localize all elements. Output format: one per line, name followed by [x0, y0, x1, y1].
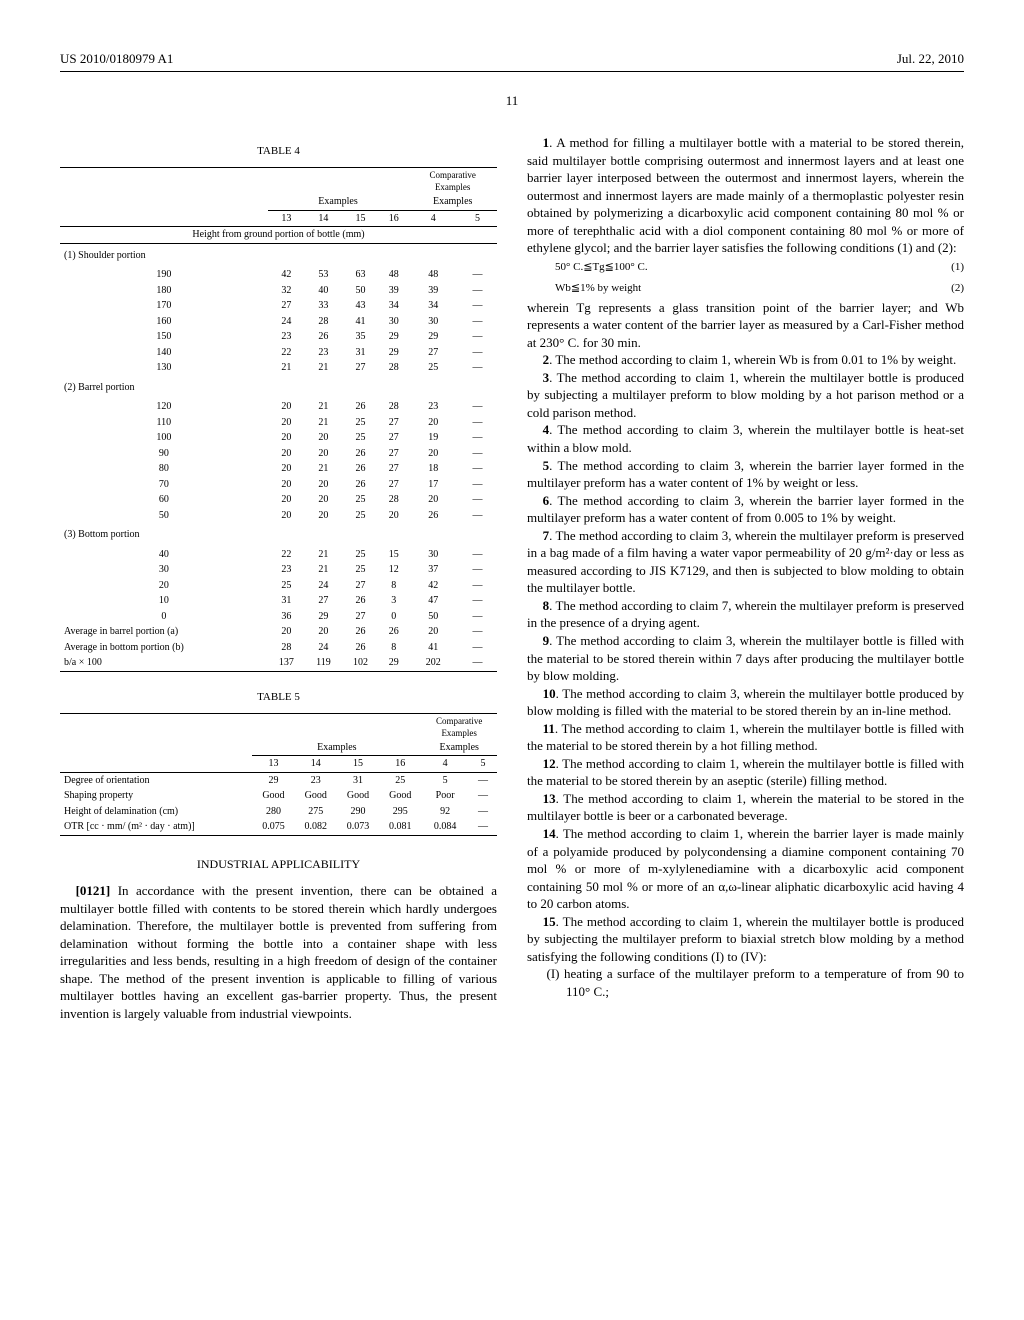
table-4: ComparativeExamplesExamplesExamples13141…: [60, 167, 497, 674]
claim-8: 8. The method according to claim 7, wher…: [527, 597, 964, 632]
claim-1-post: wherein Tg represents a glass transition…: [527, 299, 964, 352]
claim-4: 4. The method according to claim 3, wher…: [527, 421, 964, 456]
claim-15-cond-I: (I) heating a surface of the multilayer …: [527, 965, 964, 1000]
publication-date: Jul. 22, 2010: [897, 50, 964, 68]
claim-2: 2. The method according to claim 1, wher…: [527, 351, 964, 369]
page-header: US 2010/0180979 A1 Jul. 22, 2010: [60, 50, 964, 72]
page-number: 11: [60, 92, 964, 110]
claim-13: 13. The method according to claim 1, whe…: [527, 790, 964, 825]
eq1-num: (1): [951, 260, 964, 275]
eq2-lhs: Wb≦1% by weight: [555, 281, 641, 296]
eq1-lhs: 50° C.≦Tg≦100° C.: [555, 260, 648, 275]
claim-1-pre-text: A method for filling a multilayer bottle…: [527, 135, 964, 255]
claim-12: 12. The method according to claim 1, whe…: [527, 755, 964, 790]
table-5: ComparativeExamplesExamplesExamples13141…: [60, 713, 497, 838]
para-0121-label: [0121]: [76, 883, 111, 898]
table-4-block: TABLE 4 ComparativeExamplesExamplesExamp…: [60, 144, 497, 674]
claim-9: 9. The method according to claim 3, wher…: [527, 632, 964, 685]
claim-11: 11. The method according to claim 1, whe…: [527, 720, 964, 755]
industrial-heading: INDUSTRIAL APPLICABILITY: [60, 856, 497, 872]
table-4-title: TABLE 4: [60, 144, 497, 159]
claim-6: 6. The method according to claim 3, wher…: [527, 492, 964, 527]
claim-1-pre: 1. A method for filling a multilayer bot…: [527, 134, 964, 257]
claims-block: 1. A method for filling a multilayer bot…: [527, 134, 964, 1000]
para-0121: [0121] In accordance with the present in…: [60, 882, 497, 1022]
publication-number: US 2010/0180979 A1: [60, 50, 173, 68]
claim-5: 5. The method according to claim 3, wher…: [527, 457, 964, 492]
claim-14: 14. The method according to claim 1, whe…: [527, 825, 964, 913]
table-5-block: TABLE 5 ComparativeExamplesExamplesExamp…: [60, 690, 497, 838]
para-0121-text: In accordance with the present invention…: [60, 883, 497, 1021]
claim-3: 3. The method according to claim 1, wher…: [527, 369, 964, 422]
equation-1: 50° C.≦Tg≦100° C. (1): [527, 257, 964, 278]
claim-10: 10. The method according to claim 3, whe…: [527, 685, 964, 720]
claim-7: 7. The method according to claim 3, wher…: [527, 527, 964, 597]
equation-2: Wb≦1% by weight (2): [527, 278, 964, 299]
claim-15-pre: 15. The method according to claim 1, whe…: [527, 913, 964, 966]
table-5-title: TABLE 5: [60, 690, 497, 705]
eq2-num: (2): [951, 281, 964, 296]
